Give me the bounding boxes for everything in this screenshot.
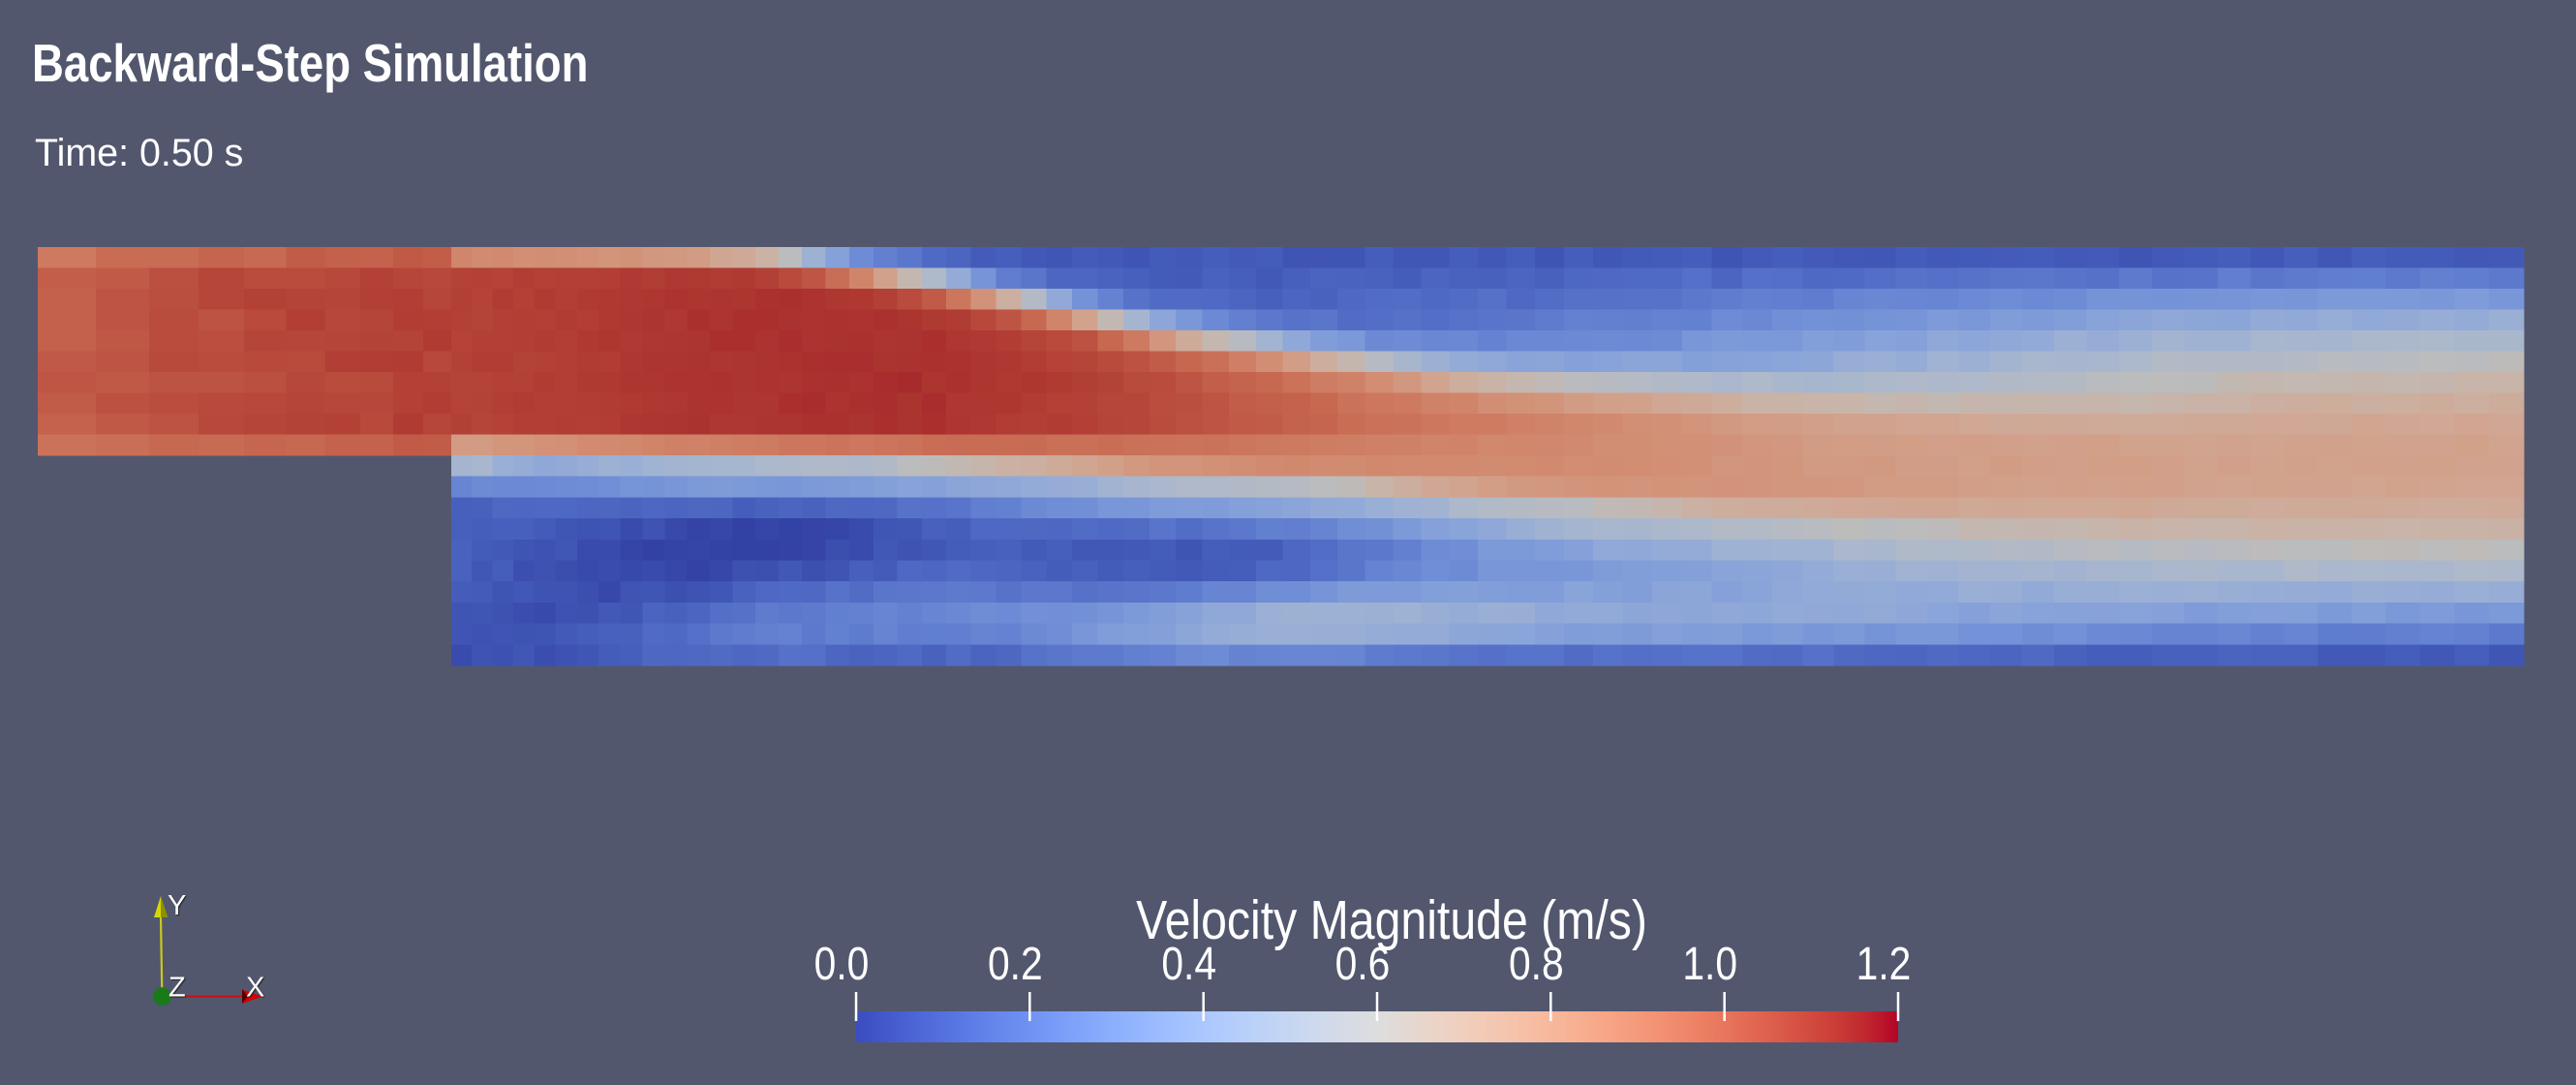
svg-text:0.6: 0.6 [1335, 939, 1391, 990]
svg-text:Velocity Magnitude (m/s): Velocity Magnitude (m/s) [1136, 889, 1647, 951]
svg-text:0.8: 0.8 [1509, 939, 1564, 990]
svg-text:1.2: 1.2 [1856, 939, 1912, 990]
svg-text:1.0: 1.0 [1682, 939, 1737, 990]
svg-text:0.4: 0.4 [1161, 939, 1216, 990]
svg-text:Y: Y [168, 890, 186, 921]
svg-text:0.0: 0.0 [814, 939, 870, 990]
svg-text:0.2: 0.2 [988, 939, 1043, 990]
svg-text:Z: Z [169, 973, 186, 1004]
svg-text:X: X [246, 973, 264, 1004]
